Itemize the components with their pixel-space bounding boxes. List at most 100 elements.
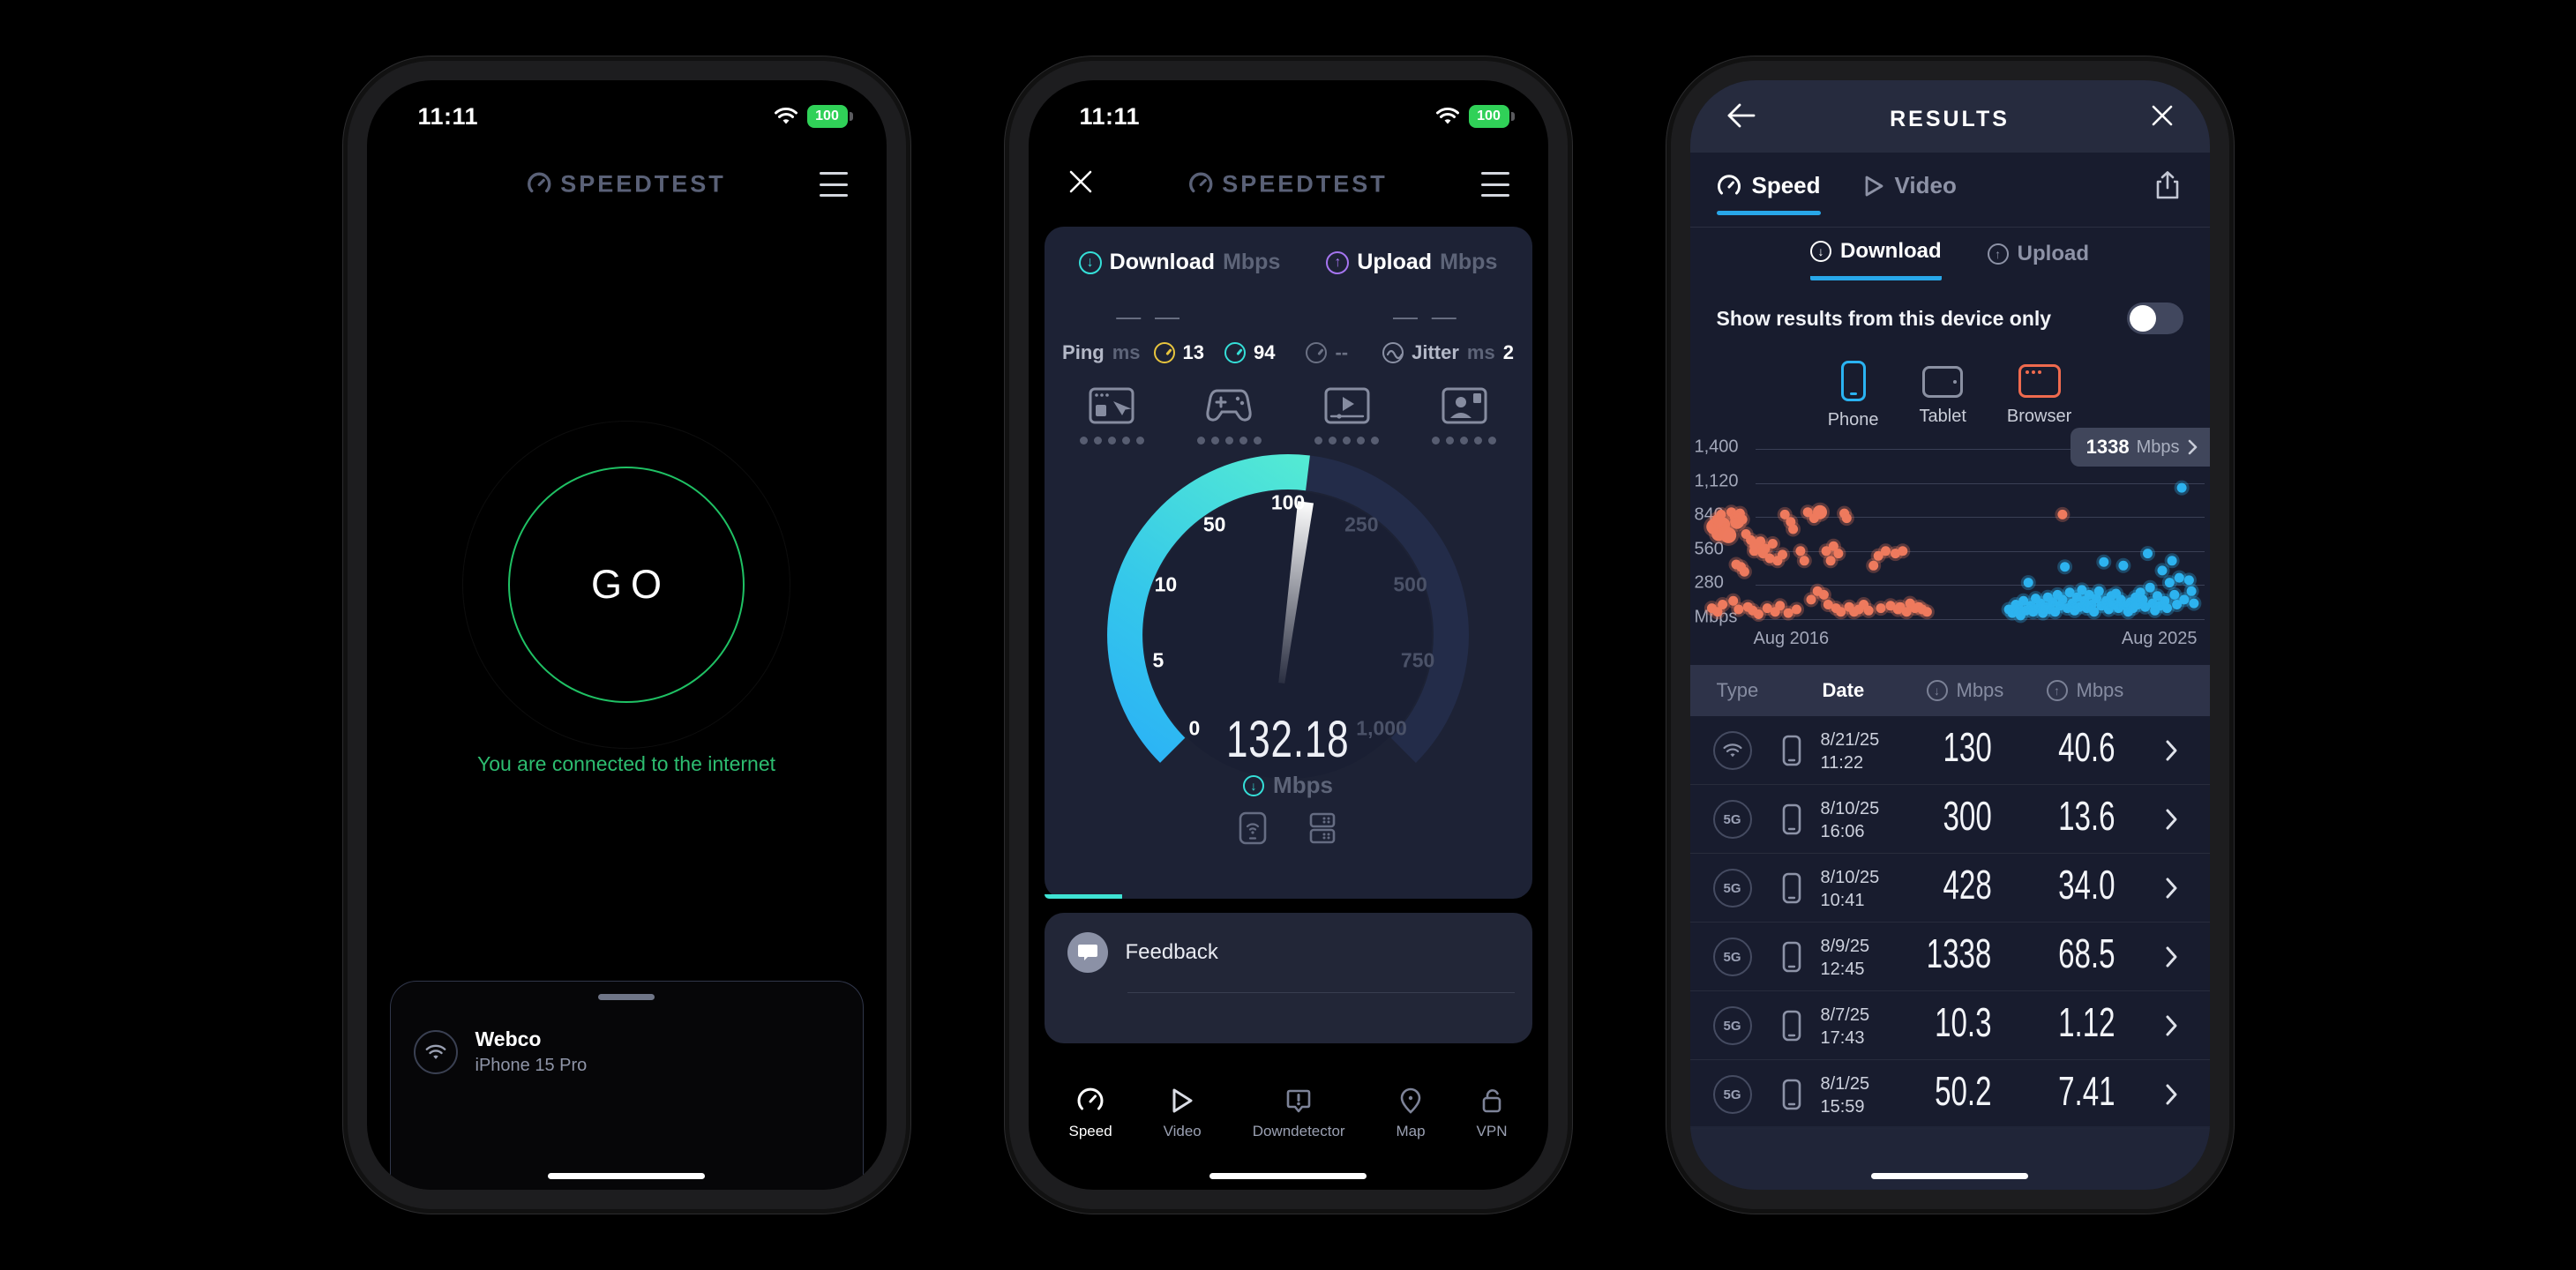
nav-downdetector[interactable]: Downdetector xyxy=(1253,1087,1345,1167)
result-datetime: 8/21/25 11:22 xyxy=(1820,730,1880,773)
go-button[interactable]: GO xyxy=(508,467,745,703)
upload-unit: Mbps xyxy=(1440,250,1498,274)
gauge-progress-arc xyxy=(1106,454,1310,763)
scatter-point-older-results xyxy=(1832,604,1848,620)
table-row[interactable]: 8/21/25 11:22 130 40.6 xyxy=(1689,716,2210,785)
wifi-icon xyxy=(774,108,798,124)
scatter-point-recent-results xyxy=(2062,585,2078,601)
table-row[interactable]: 5G 8/10/25 16:06 300 13.6 xyxy=(1689,785,2210,854)
table-row[interactable]: 5G 8/7/25 17:43 10.3 1.12 xyxy=(1689,991,2210,1060)
connection-status-text: You are connected to the internet xyxy=(476,752,775,775)
filter-tablet[interactable]: Tablet xyxy=(1920,361,1966,430)
phone-wifi-icon[interactable] xyxy=(1238,811,1268,846)
bottom-navigation: Speed Video Downdetector Map VPN xyxy=(1029,1087,1548,1167)
gauge-tick-label: 500 xyxy=(1393,572,1427,596)
current-download-speed: 132.18 xyxy=(1226,711,1350,768)
close-icon[interactable] xyxy=(1067,168,1094,195)
result-datetime: 8/7/25 17:43 xyxy=(1820,1005,1870,1048)
y-axis-label: 1,120 xyxy=(1694,471,1739,491)
wifi-icon xyxy=(1712,731,1752,770)
ping-upload-icon xyxy=(1306,342,1328,363)
home-indicator[interactable] xyxy=(1871,1173,2028,1179)
usage-icons-row xyxy=(1079,387,1497,444)
nav-map[interactable]: Map xyxy=(1397,1087,1426,1167)
phone-frame-left: 11:11 100 SPEEDTEST GO You are connected… xyxy=(347,61,906,1209)
ping-idle-value: 13 xyxy=(1182,341,1204,363)
table-row[interactable]: 5G 8/10/25 10:41 428 34.0 xyxy=(1689,854,2210,923)
scatter-point-recent-results xyxy=(2174,480,2190,496)
scatter-point-older-results xyxy=(1865,557,1881,573)
status-bar: 11:11 100 xyxy=(1029,101,1548,137)
tab-video[interactable]: Video xyxy=(1863,172,1957,199)
download-circle-icon: ↓ xyxy=(1078,250,1102,274)
video-streaming-icon xyxy=(1314,387,1380,444)
scatter-point-older-results xyxy=(1750,607,1766,622)
home-indicator[interactable] xyxy=(548,1173,705,1179)
server-icon[interactable] xyxy=(1307,811,1338,846)
scatter-point-recent-results xyxy=(2054,592,2070,608)
y-axis-label: 1,400 xyxy=(1694,437,1739,457)
download-value: 10.3 xyxy=(1935,999,1992,1045)
gauge-tick-label: 50 xyxy=(1202,512,1226,536)
play-icon xyxy=(1172,1088,1193,1113)
upload-metric: ↑ Upload Mbps xyxy=(1326,250,1497,275)
cellular-5g-badge: 5G xyxy=(1712,1075,1752,1114)
speedtest-logo: SPEEDTEST xyxy=(527,171,726,198)
chevron-right-icon xyxy=(2165,1083,2178,1110)
menu-icon[interactable] xyxy=(819,172,848,197)
connection-endpoint-icons xyxy=(1045,811,1532,846)
ping-unit: ms xyxy=(1112,341,1141,363)
scatter-point-recent-results xyxy=(2183,583,2199,599)
pending-values: — — — — xyxy=(1045,303,1532,331)
gridline xyxy=(1755,619,2205,620)
scatter-point-older-results xyxy=(1774,547,1790,563)
home-indicator[interactable] xyxy=(1209,1173,1367,1179)
gauge-tick-label: 750 xyxy=(1400,648,1435,672)
table-row[interactable]: 5G 8/9/25 12:45 1338 68.5 xyxy=(1689,923,2210,991)
tab-speed[interactable]: Speed xyxy=(1717,172,1821,199)
download-circle-icon: ↓ xyxy=(1926,680,1948,701)
nav-vpn[interactable]: VPN xyxy=(1477,1087,1507,1167)
scatter-point-older-results xyxy=(1877,543,1893,559)
subtab-upload[interactable]: ↑ Upload xyxy=(1987,239,2089,280)
subtab-download[interactable]: ↓ Download xyxy=(1810,239,1942,280)
nav-speed[interactable]: Speed xyxy=(1069,1087,1112,1167)
device-type-filters: Phone Tablet Browser xyxy=(1690,361,2210,430)
scatter-point-recent-results xyxy=(2159,601,2175,616)
nav-video[interactable]: Video xyxy=(1164,1087,1202,1167)
scatter-point-recent-results xyxy=(2015,593,2031,609)
scatter-point-older-results xyxy=(1873,601,1888,616)
scatter-point-older-results xyxy=(1800,504,1816,520)
table-row[interactable]: 5G 8/1/25 15:59 50.2 7.41 xyxy=(1689,1060,2210,1129)
download-metric: ↓ Download Mbps xyxy=(1078,250,1280,275)
speed-gauge-icon xyxy=(1717,174,1741,194)
back-arrow-icon[interactable] xyxy=(1726,101,1757,134)
gauge-unit-row: ↓ Mbps xyxy=(1045,772,1532,799)
active-tab-underline xyxy=(1716,211,1821,215)
share-icon[interactable] xyxy=(2155,170,2180,205)
scatter-point-recent-results xyxy=(2175,592,2191,608)
map-pin-icon xyxy=(1400,1087,1421,1114)
cellular-5g-badge: 5G xyxy=(1712,869,1752,908)
drag-handle[interactable] xyxy=(598,994,655,1000)
toggle-label: Show results from this device only xyxy=(1716,306,2052,330)
jitter-unit: ms xyxy=(1466,341,1495,363)
scatter-point-recent-results xyxy=(2164,553,2180,569)
cellular-5g-badge: 5G xyxy=(1712,800,1752,839)
gauge-unit: Mbps xyxy=(1273,772,1333,798)
scatter-plot[interactable] xyxy=(1690,433,2210,661)
filter-phone[interactable]: Phone xyxy=(1828,361,1879,430)
go-button-label: GO xyxy=(590,562,670,607)
feedback-card[interactable]: Feedback xyxy=(1044,913,1532,1043)
max-speed-badge[interactable]: 1338 Mbps xyxy=(2070,428,2210,467)
filter-browser[interactable]: Browser xyxy=(2007,361,2071,430)
close-icon[interactable] xyxy=(2150,103,2175,132)
scatter-point-older-results xyxy=(1730,601,1746,617)
menu-icon[interactable] xyxy=(1480,172,1509,197)
upload-circle-icon: ↑ xyxy=(1987,243,2009,265)
device-only-toggle[interactable] xyxy=(2126,303,2183,334)
chevron-right-icon xyxy=(2188,439,2197,455)
scatter-point-older-results xyxy=(1919,604,1935,620)
network-bottom-sheet[interactable]: Webco iPhone 15 Pro xyxy=(389,981,864,1190)
